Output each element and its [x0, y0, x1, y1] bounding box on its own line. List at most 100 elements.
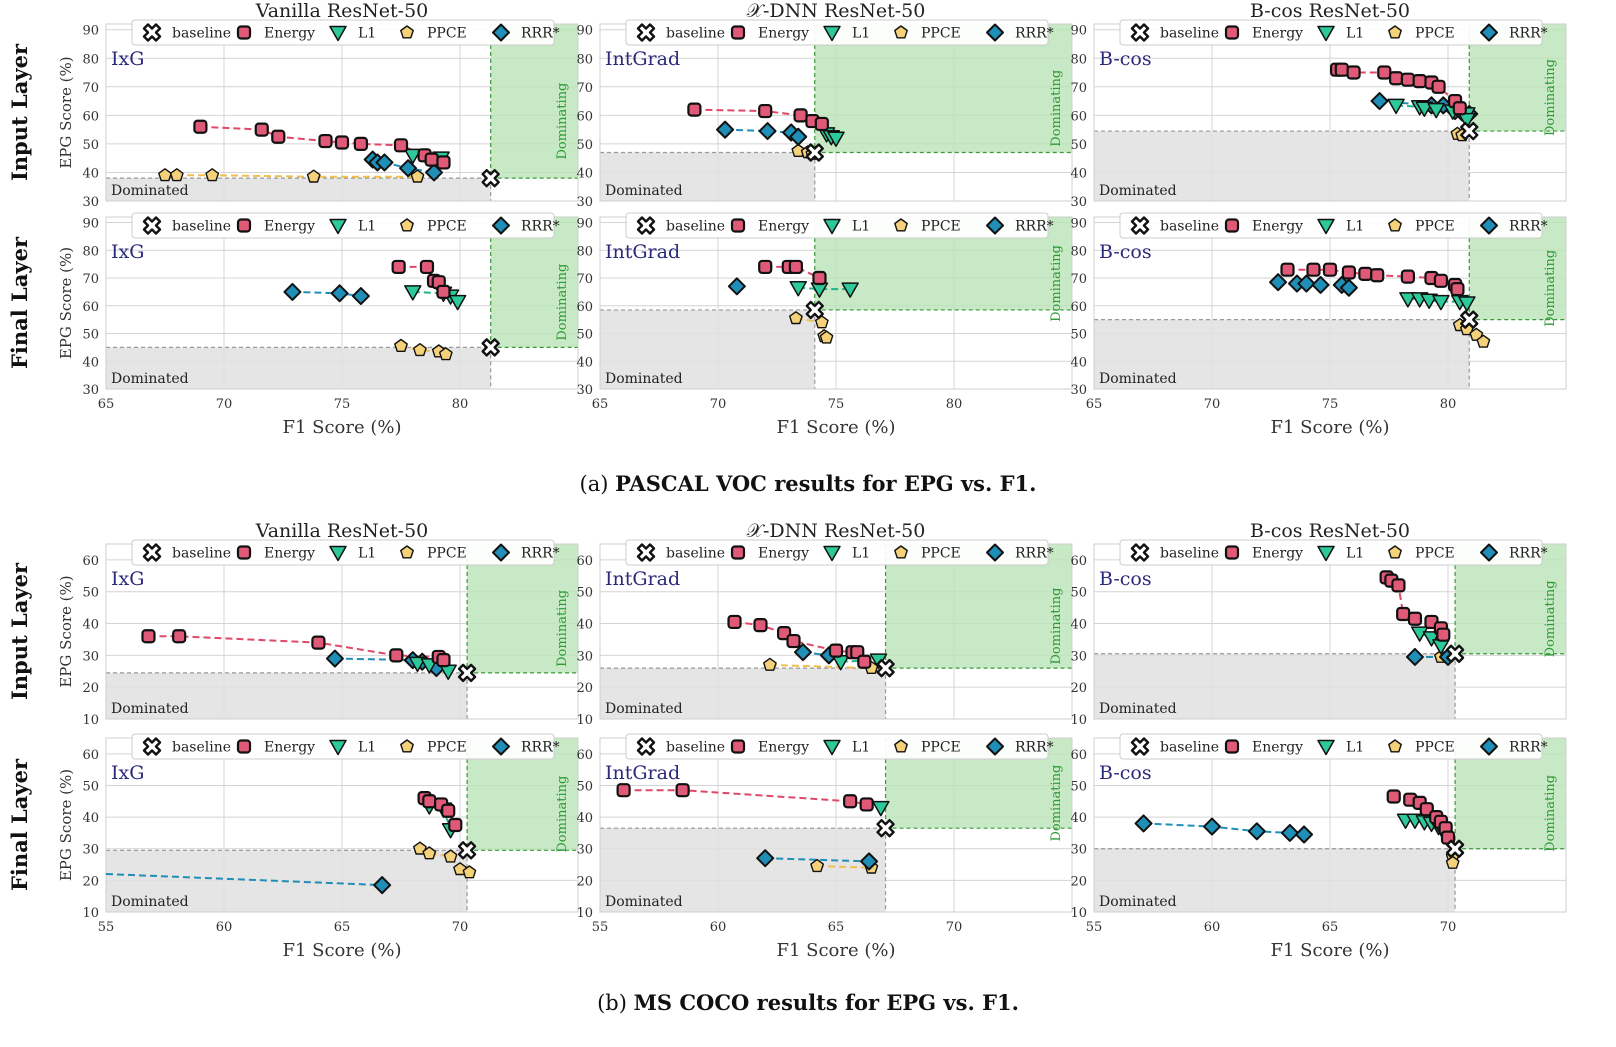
energy-point: [1306, 262, 1321, 277]
legend-baseline-marker: [142, 23, 162, 42]
subplot-coco-bcos-input: DominatedDominating102030405060B-cosbase…: [1070, 520, 1567, 728]
energy-point: [687, 102, 702, 117]
energy-point: [814, 116, 829, 132]
legend-l1-label: L1: [358, 219, 376, 235]
dominated-label: Dominated: [1099, 894, 1177, 910]
y-tick-label: 80: [82, 244, 99, 259]
x-tick-label: 60: [216, 920, 233, 935]
series-group: [616, 783, 895, 874]
series-group: [1134, 789, 1465, 869]
x-tick-label: 65: [592, 397, 609, 412]
dominated-label: Dominated: [605, 894, 683, 910]
dominating-label: Dominating: [1543, 250, 1558, 327]
dominated-label: Dominated: [111, 371, 189, 387]
legend-ppce-marker: [1388, 218, 1402, 232]
legend: baseline Energy L1 PPCE RRR*: [1119, 212, 1548, 239]
x-tick-label: 60: [710, 920, 727, 935]
ppce-point: [306, 169, 321, 183]
legend-energy-marker: [236, 25, 252, 40]
rrr-point: [793, 643, 812, 662]
dominating-label: Dominating: [555, 776, 570, 853]
legend-rrr-label: RRR*: [1509, 740, 1548, 756]
dominated-region: [1094, 319, 1470, 389]
y-tick-label: 40: [82, 166, 99, 181]
y-tick-label: 50: [1070, 328, 1087, 343]
energy-point: [391, 259, 406, 275]
legend-ppce-marker: [894, 545, 908, 559]
legend: baseline Energy L1 PPCE RRR*: [1119, 733, 1548, 760]
y-tick-label: 40: [82, 811, 99, 826]
y-tick-label: 90: [82, 24, 99, 39]
column-title: B-cos ResNet-50: [1250, 520, 1410, 542]
legend-ppce-marker: [400, 545, 414, 559]
legend-l1-label: L1: [852, 219, 870, 235]
energy-point: [788, 259, 803, 275]
y-tick-label: 80: [1070, 52, 1087, 67]
series-group: [1329, 62, 1479, 142]
legend: baseline Energy L1 PPCE RRR*: [131, 212, 560, 239]
legend-energy-marker: [236, 545, 252, 560]
legend-ppce-label: PPCE: [427, 740, 467, 756]
y-tick-label: 80: [576, 244, 593, 259]
l1-point: [789, 280, 807, 297]
legend-energy-label: Energy: [264, 546, 315, 562]
ppce-point: [791, 143, 806, 158]
legend-rrr-marker: [492, 23, 510, 42]
dominating-label: Dominating: [1049, 588, 1064, 665]
ppce-point: [169, 168, 184, 182]
legend-baseline-label: baseline: [666, 546, 725, 562]
subplot-coco-ixg-input: DominatedDominating102030405060IxGbaseli…: [7, 520, 579, 728]
legend-energy-label: Energy: [758, 26, 809, 42]
series-group: [727, 614, 895, 678]
energy-point: [1334, 62, 1349, 77]
legend-ppce-marker: [1388, 739, 1402, 753]
y-tick-label: 70: [82, 81, 99, 96]
x-tick-label: 75: [1322, 397, 1339, 412]
y-tick-label: 20: [1070, 874, 1087, 889]
energy-point: [758, 259, 773, 275]
y-tick-label: 30: [1070, 383, 1087, 398]
legend-l1-marker: [329, 545, 347, 562]
legend-ppce-label: PPCE: [1415, 26, 1455, 42]
y-tick-label: 40: [576, 618, 593, 633]
baseline-point: [481, 168, 500, 188]
energy-point: [1391, 578, 1406, 593]
method-label: B-cos: [1099, 48, 1152, 70]
legend-l1-marker: [1317, 739, 1335, 756]
legend: baseline Energy L1 PPCE RRR*: [1119, 19, 1548, 46]
series-group: [283, 259, 500, 361]
legend-l1-label: L1: [358, 26, 376, 42]
y-tick-label: 50: [82, 328, 99, 343]
y-axis-label: EPG Score (%): [57, 247, 75, 359]
subplot-voc-ixg-input: DominatedDominating30405060708090IxGbase…: [7, 0, 579, 210]
x-tick-label: 70: [1440, 920, 1457, 935]
energy-point: [436, 653, 451, 668]
rrr-point: [1134, 814, 1153, 833]
method-label: IntGrad: [605, 568, 680, 590]
x-axis-label: F1 Score (%): [282, 940, 401, 961]
legend-baseline-label: baseline: [666, 219, 725, 235]
x-tick-label: 65: [98, 397, 115, 412]
y-tick-label: 30: [1070, 195, 1087, 210]
baseline-point: [876, 658, 895, 678]
y-tick-label: 20: [82, 681, 99, 696]
energy-point: [1280, 262, 1295, 277]
legend-rrr-label: RRR*: [521, 26, 560, 42]
dominated-label: Dominated: [605, 183, 683, 199]
legend-ppce-label: PPCE: [921, 26, 961, 42]
legend-energy-marker: [1224, 739, 1240, 754]
legend-l1-marker: [329, 218, 347, 235]
l1-point: [1427, 102, 1445, 119]
energy-point: [1388, 71, 1404, 86]
energy-point: [436, 155, 451, 170]
legend-energy-marker: [236, 739, 252, 754]
dominated-region: [600, 828, 886, 912]
y-tick-label: 50: [82, 138, 99, 153]
x-tick-label: 60: [1204, 920, 1221, 935]
method-label: B-cos: [1099, 762, 1152, 784]
series-group: [1269, 262, 1491, 348]
legend-l1-marker: [329, 25, 347, 42]
y-tick-label: 90: [576, 217, 593, 232]
column-title: Vanilla ResNet-50: [255, 520, 429, 542]
